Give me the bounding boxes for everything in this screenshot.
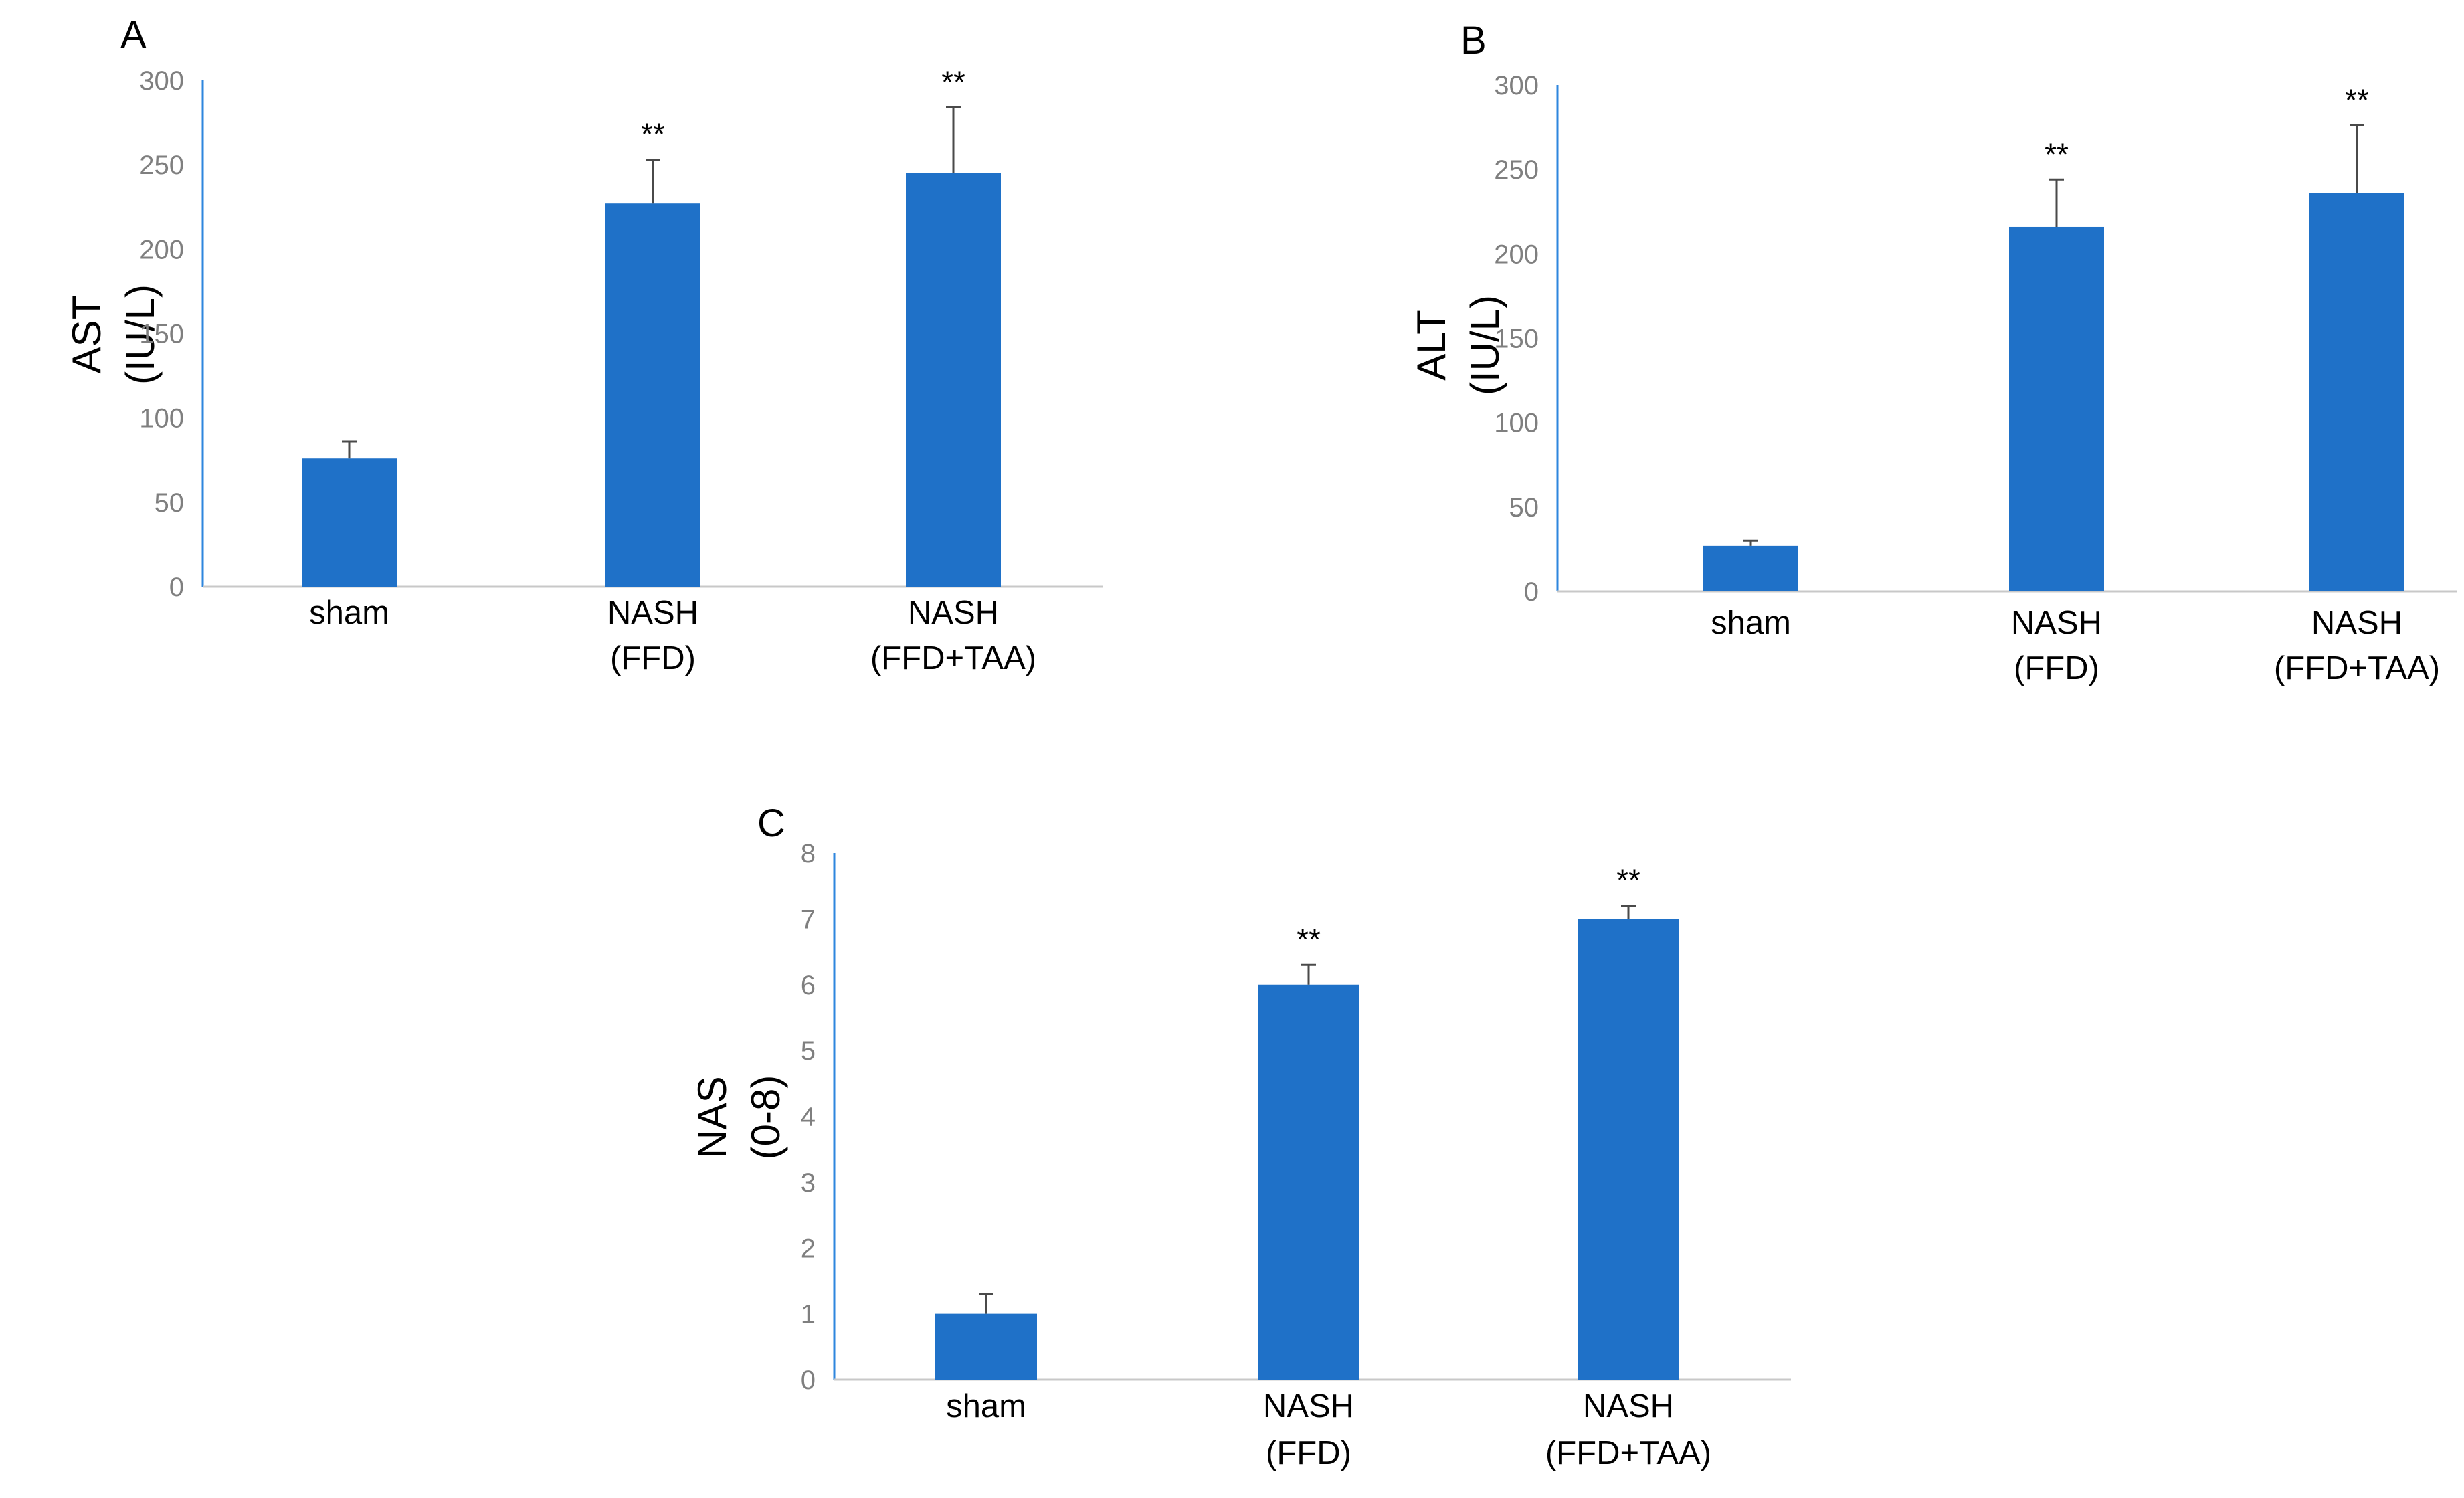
- x-category-label: NASH (FFD+TAA): [2274, 605, 2440, 686]
- y-tick-label: 0: [1524, 577, 1539, 607]
- x-category-label: NASH (FFD): [607, 595, 698, 676]
- y-tick-label: 8: [801, 839, 816, 868]
- x-category-label: sham: [1711, 605, 1791, 641]
- x-category-label-line: sham: [946, 1388, 1026, 1424]
- x-category-label: sham: [946, 1388, 1026, 1424]
- x-category-label: NASH (FFD): [2011, 605, 2102, 686]
- y-tick-label: 4: [801, 1103, 816, 1132]
- x-category-label-line: NASH: [2311, 605, 2402, 641]
- y-tick-label: 1: [801, 1300, 816, 1329]
- y-axis-label-line: ALT: [1409, 310, 1454, 381]
- y-tick-label: 2: [801, 1234, 816, 1263]
- bar-1: [1703, 545, 1798, 591]
- significance-marker: **: [1297, 922, 1321, 957]
- chart-panel-a: A AST (IU/L) 0 50 100 150 200 250 300 sham ** NASH (F…: [64, 13, 1103, 676]
- y-tick-label: 100: [139, 404, 184, 434]
- x-category-label-line: NASH: [1583, 1388, 1674, 1424]
- chart-panel-c: C NAS (0-8) 0 1 2 3 4 5 6 7 8 sham ** NASH (FFD) ** NASH (…: [690, 802, 1791, 1471]
- bar-2: [1258, 984, 1359, 1380]
- panel-letter: B: [1460, 19, 1487, 62]
- panel-letter: C: [757, 802, 785, 845]
- chart-panel-b: B ALT (IU/L) 0 50 100 150 200 250 300 sham ** NASH (F…: [1409, 19, 2457, 686]
- bar-2: [605, 203, 700, 587]
- bar-3: [2309, 193, 2404, 591]
- significance-marker: **: [641, 117, 665, 152]
- significance-marker: **: [1616, 863, 1640, 898]
- y-tick-label: 3: [801, 1168, 816, 1198]
- y-tick-label: 0: [801, 1366, 816, 1395]
- x-category-label-line: (FFD+TAA): [870, 640, 1036, 676]
- y-axis-label-line: (0-8): [743, 1075, 788, 1160]
- y-axis-label-line: AST: [64, 296, 109, 374]
- x-category-label-line: (FFD): [2014, 650, 2099, 686]
- bar-1: [935, 1313, 1037, 1380]
- x-category-label: NASH (FFD): [1263, 1388, 1354, 1471]
- y-tick-label: 300: [1494, 71, 1539, 100]
- y-tick-label: 250: [139, 151, 184, 180]
- y-tick-label: 200: [139, 235, 184, 264]
- x-category-label-line: (FFD): [610, 640, 696, 676]
- panel-letter: A: [120, 13, 147, 57]
- x-category-label: sham: [309, 595, 389, 631]
- significance-marker: **: [941, 64, 965, 99]
- bar-3: [1578, 919, 1679, 1380]
- y-axis-label: ALT (IU/L): [1409, 295, 1507, 395]
- x-category-label: NASH (FFD+TAA): [1545, 1388, 1711, 1471]
- bar-3: [906, 173, 1001, 587]
- x-category-label-line: sham: [309, 595, 389, 631]
- y-tick-label: 50: [155, 488, 185, 518]
- x-category-label: NASH (FFD+TAA): [870, 595, 1036, 676]
- x-category-label-line: NASH: [607, 595, 698, 631]
- x-category-label-line: (FFD+TAA): [1545, 1435, 1711, 1471]
- bar-1: [302, 458, 397, 587]
- y-axis-label-line: (IU/L): [1462, 295, 1507, 395]
- y-axis-label: AST (IU/L): [64, 284, 163, 385]
- y-tick-label: 250: [1494, 155, 1539, 185]
- y-tick-label: 0: [169, 573, 184, 602]
- y-tick-label: 50: [1509, 493, 1539, 523]
- x-category-label-line: NASH: [1263, 1388, 1354, 1424]
- x-category-label-line: (FFD+TAA): [2274, 650, 2440, 686]
- y-axis-label: NAS (0-8): [690, 1075, 788, 1160]
- x-category-label-line: NASH: [908, 595, 999, 631]
- x-category-label-line: (FFD): [1266, 1435, 1351, 1471]
- significance-marker: **: [2045, 136, 2069, 171]
- y-tick-label: 6: [801, 971, 816, 1000]
- x-category-label-line: NASH: [2011, 605, 2102, 641]
- y-tick-label: 7: [801, 905, 816, 934]
- y-tick-label: 5: [801, 1036, 816, 1066]
- y-tick-label: 200: [1494, 240, 1539, 269]
- y-tick-label: 150: [139, 320, 184, 349]
- y-axis-label-line: NAS: [690, 1076, 735, 1158]
- y-tick-label: 150: [1494, 324, 1539, 354]
- y-axis-label-line: (IU/L): [118, 284, 163, 385]
- y-tick-label: 300: [139, 66, 184, 96]
- bar-2: [2009, 226, 2104, 592]
- x-category-label-line: sham: [1711, 605, 1791, 641]
- y-tick-label: 100: [1494, 409, 1539, 438]
- significance-marker: **: [2345, 83, 2369, 118]
